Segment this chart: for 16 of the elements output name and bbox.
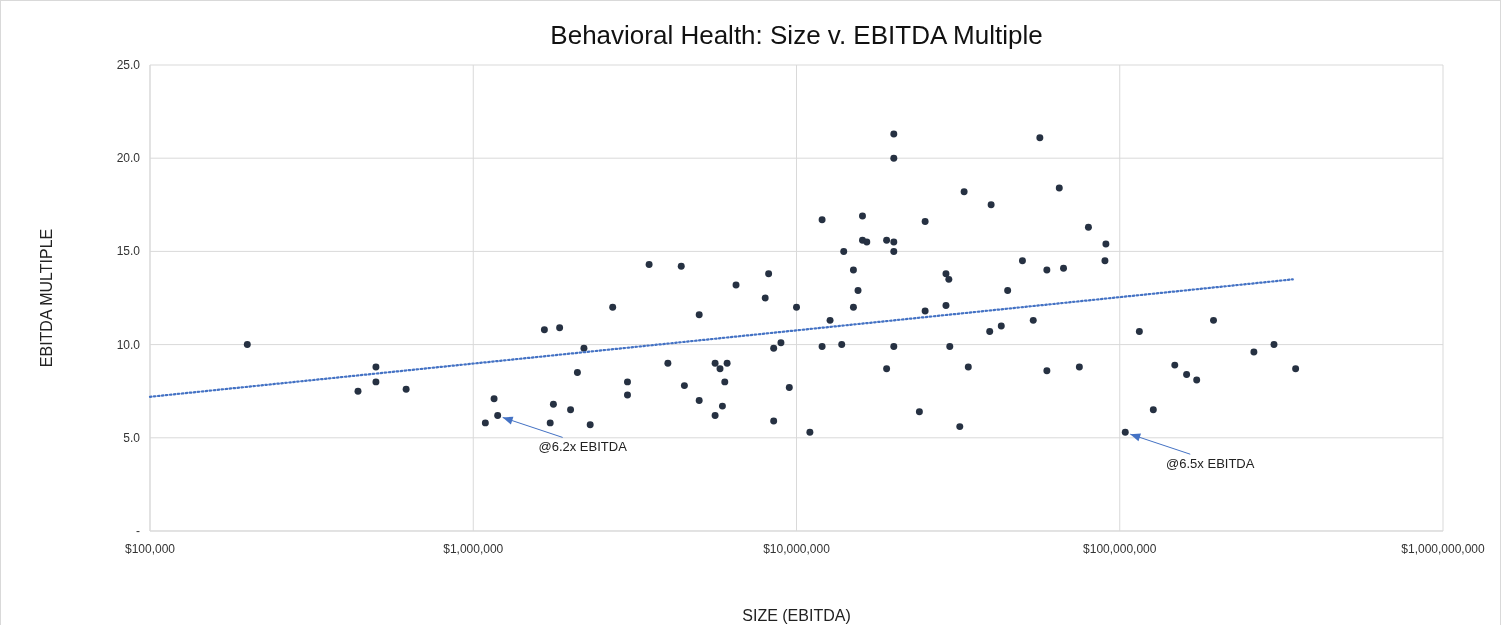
- x-tick-label: $100,000: [124, 542, 176, 556]
- y-tick-label: 10.0: [116, 337, 141, 352]
- x-tick-label: $1,000,000: [443, 542, 504, 556]
- x-axis-title: SIZE (EBITDA): [742, 607, 851, 624]
- y-axis-title: EBITDA MULTIPLE: [38, 228, 55, 368]
- y-tick-label: 25.0: [116, 58, 141, 72]
- annotation: @6.5x EBITDA: [1166, 456, 1255, 472]
- x-tick-label: $100,000,000: [1083, 542, 1157, 556]
- annotation: @6.2x EBITDA: [538, 439, 628, 455]
- y-tick-label: 5.0: [123, 430, 141, 445]
- x-tick-label: $1,000,000,000: [1401, 542, 1486, 556]
- y-tick-label: 20.0: [116, 151, 141, 166]
- x-tick-label: $10,000,000: [763, 542, 831, 556]
- chart-title: Behavioral Health: Size v. EBITDA Multiple: [550, 20, 1043, 50]
- y-tick-label: -: [136, 524, 140, 538]
- y-tick-label: 15.0: [116, 244, 141, 259]
